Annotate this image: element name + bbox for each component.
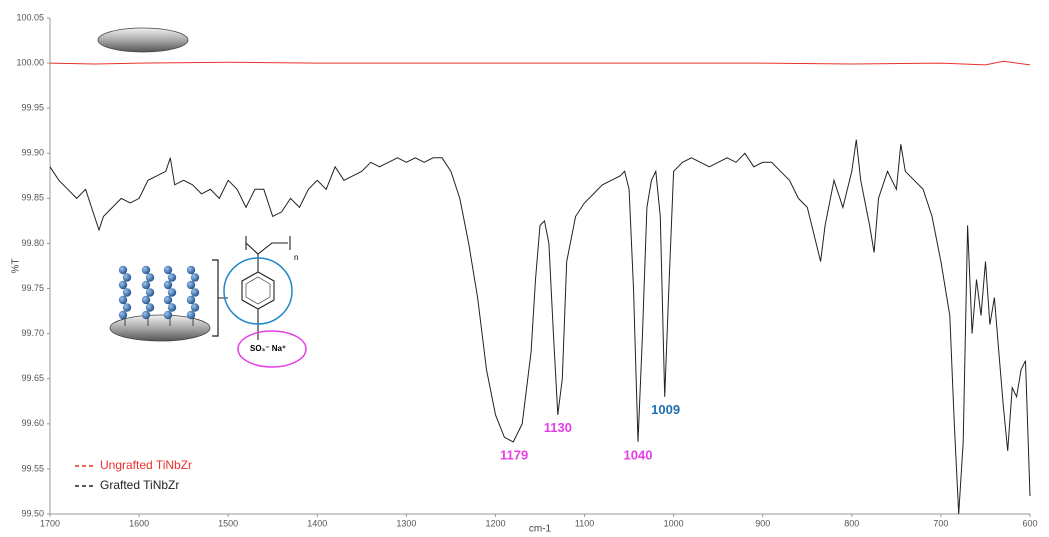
x-tick-label: 800 — [844, 518, 859, 528]
x-tick-label: 900 — [755, 518, 770, 528]
bead — [141, 265, 151, 275]
x-tick-label: 600 — [1022, 518, 1037, 528]
bead — [163, 310, 173, 320]
y-tick-label: 99.95 — [21, 103, 44, 113]
legend-label: Grafted TiNbZr — [100, 478, 179, 492]
y-tick-label: 100.05 — [16, 12, 44, 22]
bead — [186, 280, 196, 290]
bead — [145, 288, 155, 297]
y-tick-label: 99.90 — [21, 148, 44, 158]
axes: 99.50 99.55 99.60 99.65 99.70 99.75 99.80 99.85… — [11, 12, 1038, 534]
bead — [167, 273, 177, 282]
x-tick-label: 1000 — [664, 518, 684, 528]
x-tick-label: 1200 — [485, 518, 505, 528]
bead — [145, 273, 155, 282]
bead — [122, 273, 132, 282]
disk-icon — [97, 27, 189, 53]
bead — [122, 303, 132, 312]
bead — [163, 295, 173, 305]
x-tick-label: 1700 — [40, 518, 60, 528]
bead — [167, 303, 177, 312]
peak-label: 1040 — [624, 447, 653, 462]
y-tick-label: 99.65 — [21, 373, 44, 383]
x-tick-label: 1600 — [129, 518, 149, 528]
bead — [141, 295, 151, 305]
x-axis-label: cm-1 — [529, 524, 552, 535]
bead — [167, 288, 177, 297]
inset-label: n — [294, 253, 298, 262]
x-tick-label: 1500 — [218, 518, 238, 528]
peak-label: 1130 — [544, 420, 572, 435]
x-tick-label: 700 — [933, 518, 948, 528]
y-tick-label: 99.80 — [21, 238, 44, 248]
legend-label: Ungrafted TiNbZr — [100, 458, 192, 472]
bead — [190, 273, 200, 282]
bead — [118, 280, 128, 290]
y-tick-label: 99.55 — [21, 463, 44, 473]
x-tick-label: 1400 — [307, 518, 327, 528]
bead — [163, 265, 173, 275]
series-line — [49, 139, 1031, 515]
y-tick-label: 99.60 — [21, 418, 44, 428]
bead — [122, 288, 132, 297]
series-line — [49, 60, 1031, 66]
bead — [186, 295, 196, 305]
plot: 1179 1130 1040 1009 Ungrafted TiNbZr Grafted … — [49, 60, 1031, 515]
bead — [118, 295, 128, 305]
bead — [190, 303, 200, 312]
peak-label: 1009 — [651, 402, 680, 417]
x-tick-label: 1100 — [575, 518, 594, 528]
y-tick-label: 99.70 — [21, 328, 44, 338]
bead — [141, 280, 151, 290]
y-tick-label: 99.50 — [21, 508, 44, 518]
bead — [145, 303, 155, 312]
bead — [186, 265, 196, 275]
grafted-schematic — [109, 259, 228, 342]
y-tick-label: 100.00 — [16, 57, 44, 67]
x-tick-label: 1300 — [396, 518, 416, 528]
bead — [186, 310, 196, 320]
monomer-structure — [223, 236, 307, 368]
y-axis-label: %T — [11, 259, 22, 274]
y-tick-label: 99.75 — [21, 283, 44, 293]
peak-label: 1179 — [500, 447, 528, 462]
bead — [190, 288, 200, 297]
bead — [118, 265, 128, 275]
inset-label: SO₃⁻ Na⁺ — [250, 344, 286, 353]
y-tick-label: 99.85 — [21, 193, 44, 203]
bead — [118, 310, 128, 320]
bead — [141, 310, 151, 320]
bead — [163, 280, 173, 290]
